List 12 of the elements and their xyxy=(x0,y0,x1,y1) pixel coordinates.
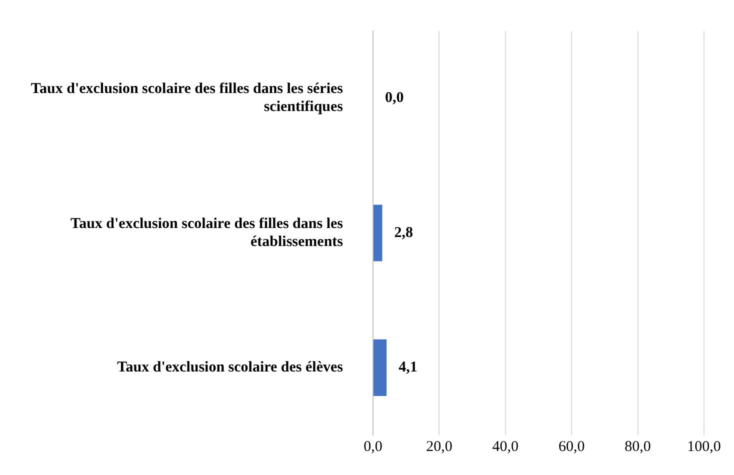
y-tick-label: Taux d'exclusion scolaire des élèves xyxy=(117,360,344,376)
y-tick-label: Taux d'exclusion scolaire des filles dans les séries scientifiques xyxy=(30,81,344,116)
x-tick-label: 40,0 xyxy=(492,438,519,455)
data-label: 2,8 xyxy=(394,224,414,241)
x-tick-label: 60,0 xyxy=(558,438,585,455)
x-tick-label: 20,0 xyxy=(426,438,452,455)
x-tick-label: 0,0 xyxy=(364,438,382,455)
data-label: 4,1 xyxy=(398,360,418,376)
y-tick-label: Taux d'exclusion scolaire des filles dans les établissements xyxy=(70,216,344,250)
data-label: 0,0 xyxy=(385,90,404,106)
x-tick-label: 80,0 xyxy=(624,438,651,455)
x-tick-label: 100,0 xyxy=(687,438,721,455)
